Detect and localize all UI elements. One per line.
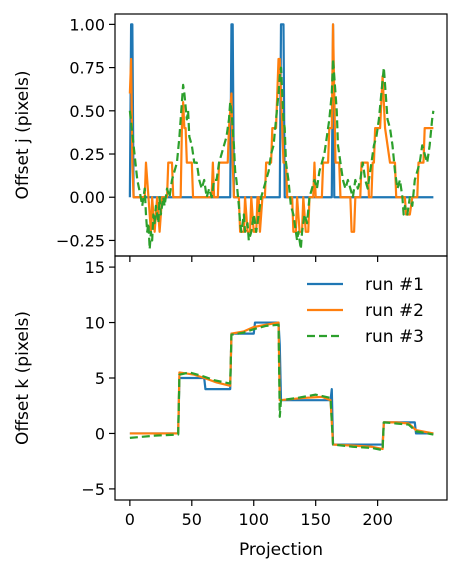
bottom-y-axis-label: Offset k (pixels): [13, 311, 33, 445]
series-line-3: [128, 57, 435, 251]
y-tick-label: −0.25: [56, 231, 105, 250]
y-tick-label: 0: [95, 424, 105, 443]
top-x-ticks: [129, 256, 379, 262]
x-tick-label: 150: [300, 510, 331, 529]
y-tick-label: 0.75: [69, 59, 105, 78]
series-line-3: [129, 323, 434, 452]
y-tick-label: 15: [85, 258, 105, 277]
top-series-group: [128, 23, 435, 251]
top-y-axis-label: Offset j (pixels): [13, 71, 33, 200]
top-panel: −0.25 0.00 0.25 0.50 0.75 1.00 Offset j (pixe…: [13, 13, 448, 262]
bottom-y-ticks: −5 0 5 10 15: [81, 258, 115, 499]
legend: run #1 run #2 run #3: [307, 275, 424, 347]
bottom-x-ticks: 0 50 100 150 200: [125, 500, 393, 529]
top-y-ticks: −0.25 0.00 0.25 0.50 0.75 1.00: [56, 15, 115, 250]
y-tick-label: 10: [85, 314, 105, 333]
bottom-plot-frame: [114, 255, 448, 501]
x-tick-label: 0: [125, 510, 135, 529]
legend-label-3: run #3: [365, 327, 424, 347]
legend-label-1: run #1: [365, 275, 424, 295]
y-tick-label: 0.25: [69, 145, 105, 164]
x-tick-label: 100: [238, 510, 269, 529]
y-tick-label: −5: [81, 480, 105, 499]
y-tick-label: 0.00: [69, 188, 105, 207]
x-tick-label: 200: [362, 510, 393, 529]
legend-label-2: run #2: [365, 301, 424, 321]
y-tick-label: 1.00: [69, 15, 105, 34]
x-tick-label: 50: [182, 510, 202, 529]
bottom-x-axis-label: Projection: [239, 540, 323, 560]
y-tick-label: 5: [95, 369, 105, 388]
bottom-series-group: [129, 321, 434, 452]
y-tick-label: 0.50: [69, 102, 105, 121]
